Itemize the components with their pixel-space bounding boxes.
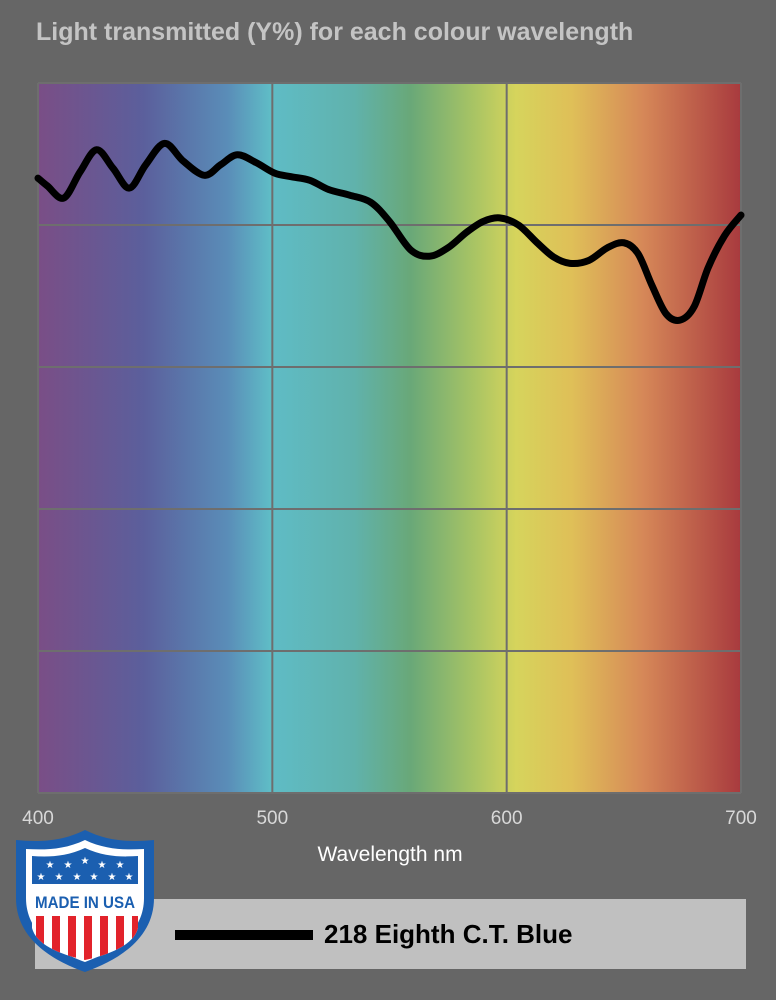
svg-text:★: ★: [37, 872, 46, 883]
svg-text:★: ★: [46, 860, 55, 871]
x-tick-label: 700: [725, 808, 757, 829]
svg-text:★: ★: [73, 872, 82, 883]
made-in-usa-badge: ★ ★ ★ ★ ★ ★ ★ ★ ★ ★ ★ MADE IN USA: [16, 830, 154, 972]
legend-swatch: [175, 930, 313, 940]
x-tick-label: 500: [256, 808, 289, 829]
chart-title: Light transmitted (Y%) for each colour w…: [36, 18, 634, 46]
svg-text:★: ★: [64, 860, 73, 871]
svg-text:★: ★: [125, 872, 134, 883]
x-tick-label: 600: [490, 808, 523, 829]
legend: 218 Eighth C.T. Blue: [35, 899, 746, 969]
series-line-218-eighth-ct-blue: [34, 139, 745, 324]
legend-label: 218 Eighth C.T. Blue: [324, 919, 573, 949]
svg-text:★: ★: [98, 860, 107, 871]
svg-text:★: ★: [90, 872, 99, 883]
svg-text:★: ★: [55, 872, 64, 883]
x-axis-label: Wavelength nm: [317, 843, 463, 866]
x-tick-label: 400: [22, 808, 54, 829]
spectrum-background: [38, 83, 741, 793]
svg-text:★: ★: [116, 860, 125, 871]
chart-plot: [34, 82, 745, 794]
svg-text:MADE IN USA: MADE IN USA: [35, 893, 135, 912]
svg-text:★: ★: [108, 872, 117, 883]
svg-text:★: ★: [81, 856, 90, 867]
